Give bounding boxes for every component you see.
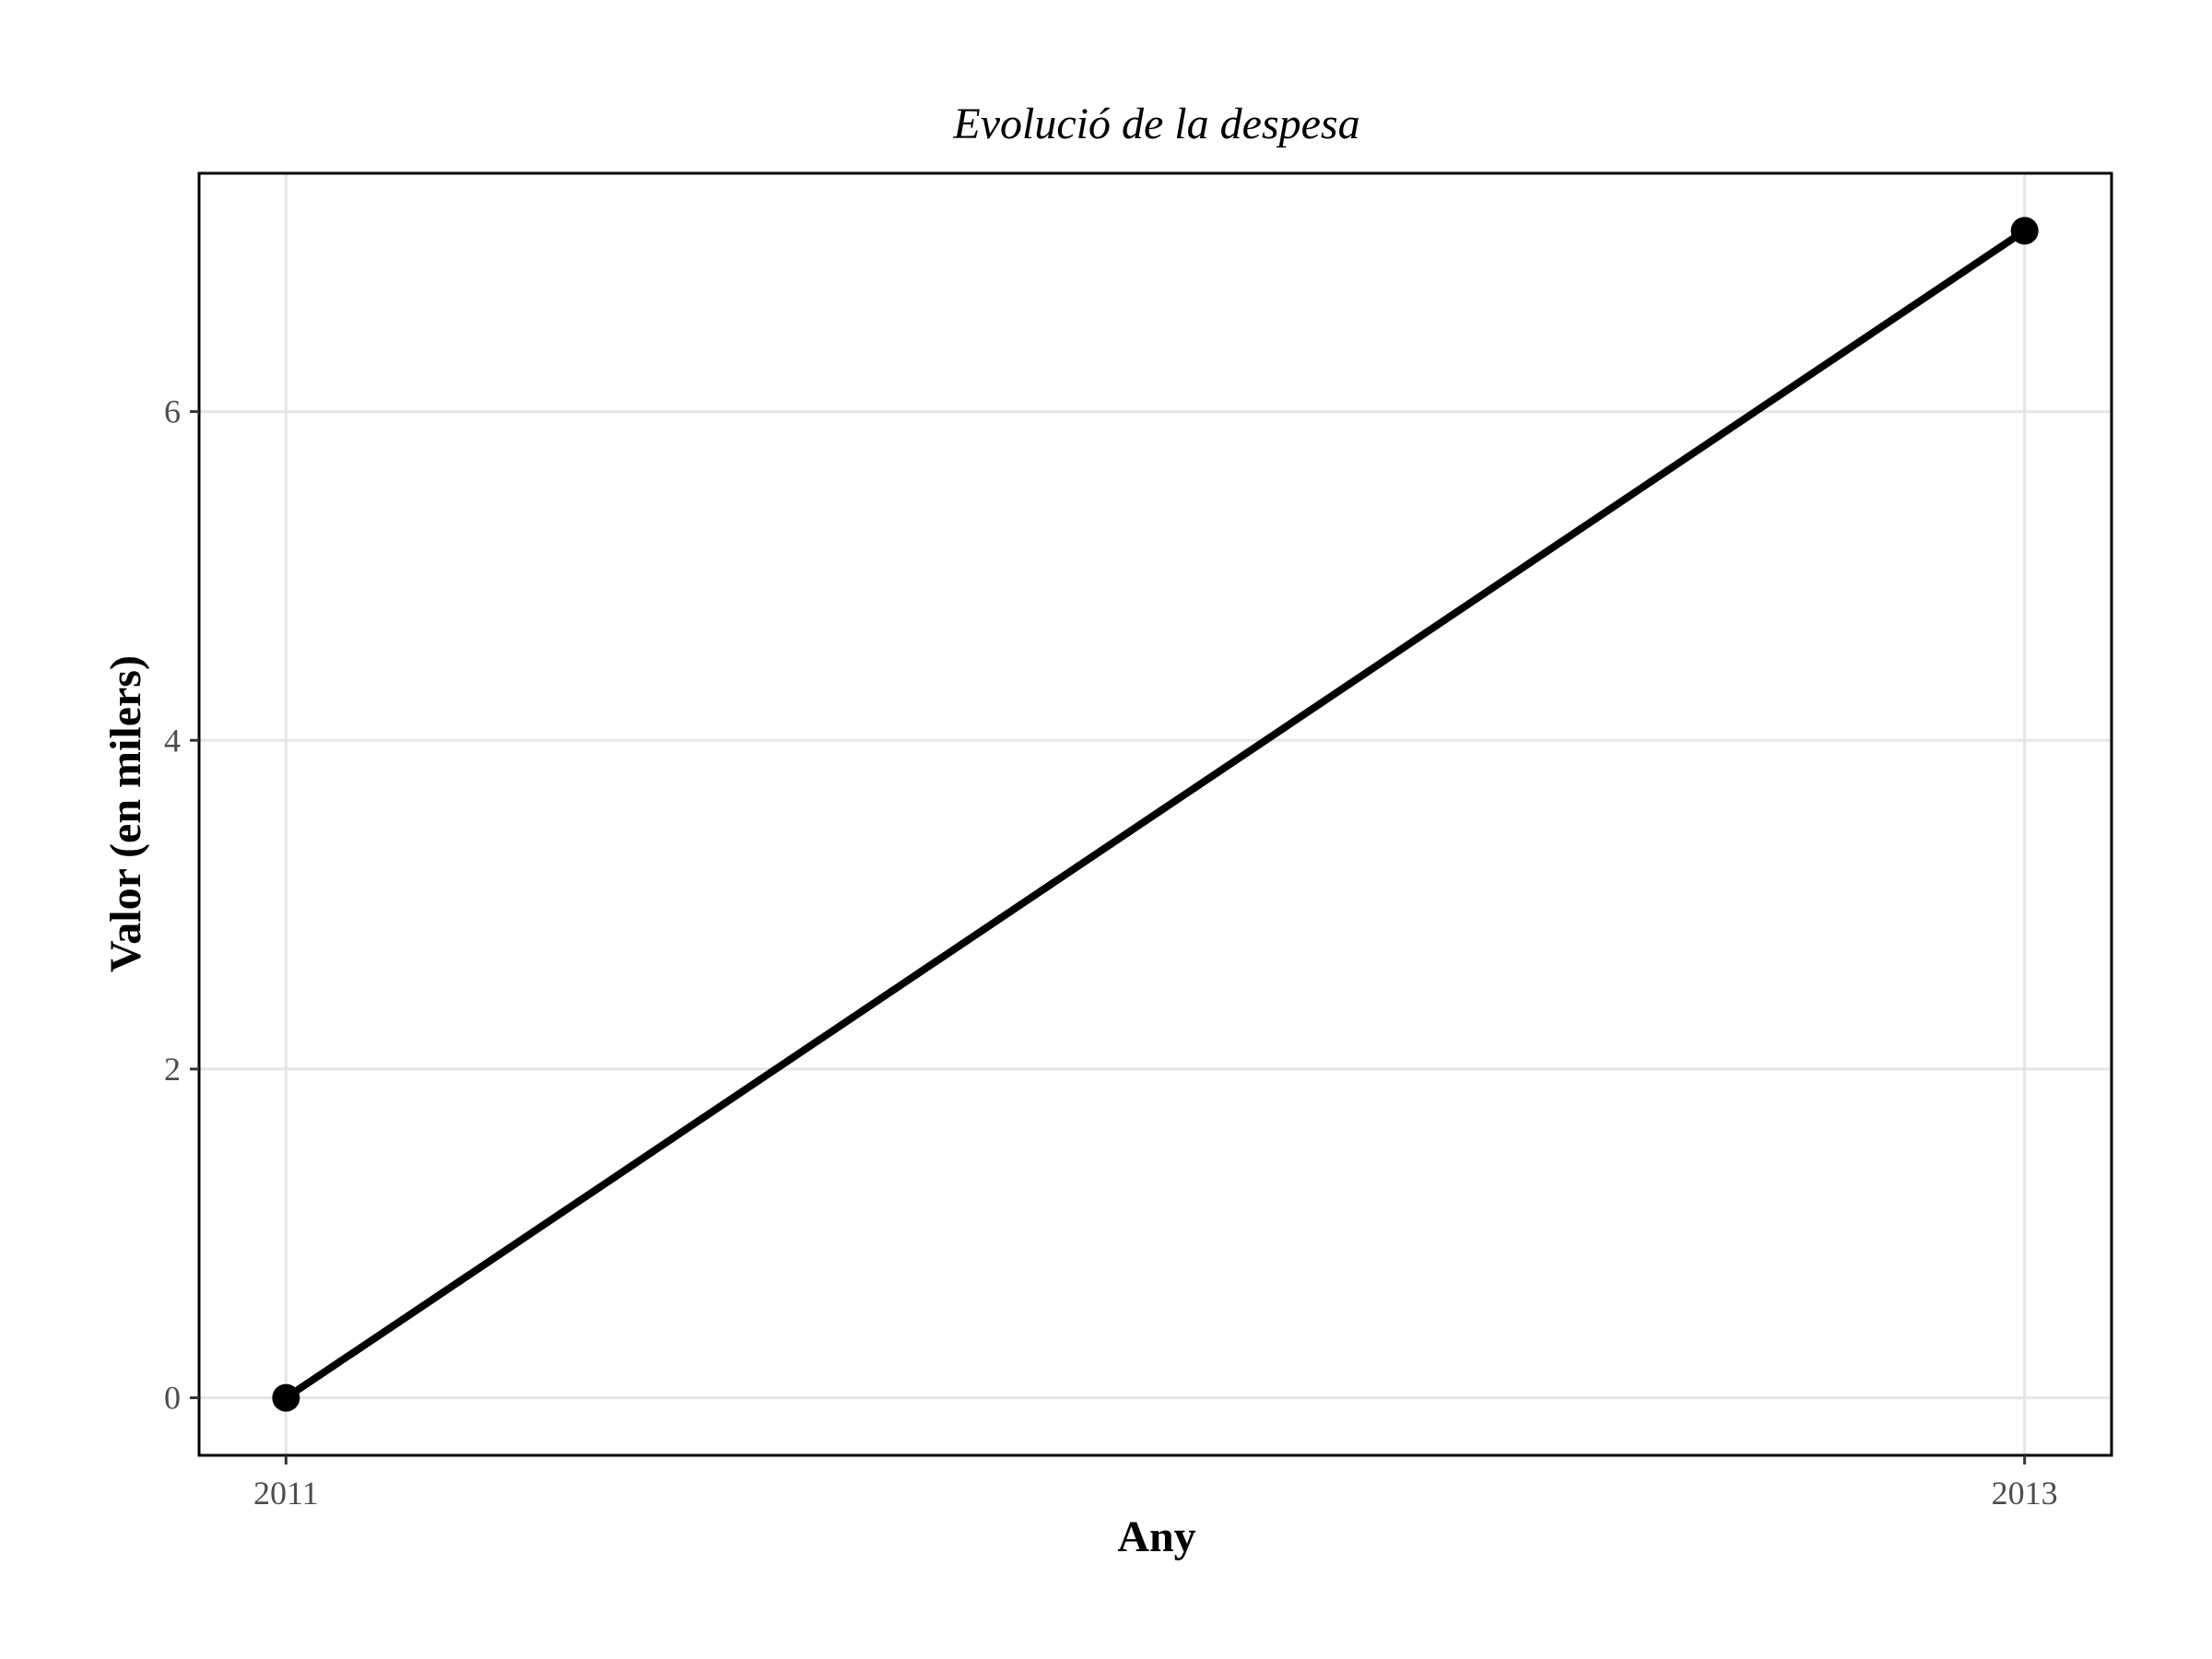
axis-ticks: 0 2 4 6 2011 2013 xyxy=(164,394,2058,1512)
x-axis-title: Any xyxy=(1117,1512,1195,1561)
y-tick-label: 6 xyxy=(164,394,181,430)
y-tick-label: 4 xyxy=(164,722,181,759)
y-tick-label: 2 xyxy=(164,1051,181,1088)
data-point xyxy=(272,1383,300,1412)
y-tick-label: 0 xyxy=(164,1380,181,1417)
x-tick-label: 2013 xyxy=(1992,1475,2058,1512)
data-point xyxy=(2010,217,2039,245)
x-tick-label: 2011 xyxy=(253,1475,319,1512)
y-axis-title: Valor (en milers) xyxy=(101,655,150,972)
series-line xyxy=(282,227,2029,1402)
series-layer xyxy=(272,217,2039,1412)
chart-title: Evolució de la despesa xyxy=(952,100,1359,148)
grid-lines xyxy=(199,173,2112,1455)
plot-border xyxy=(197,171,2113,1457)
